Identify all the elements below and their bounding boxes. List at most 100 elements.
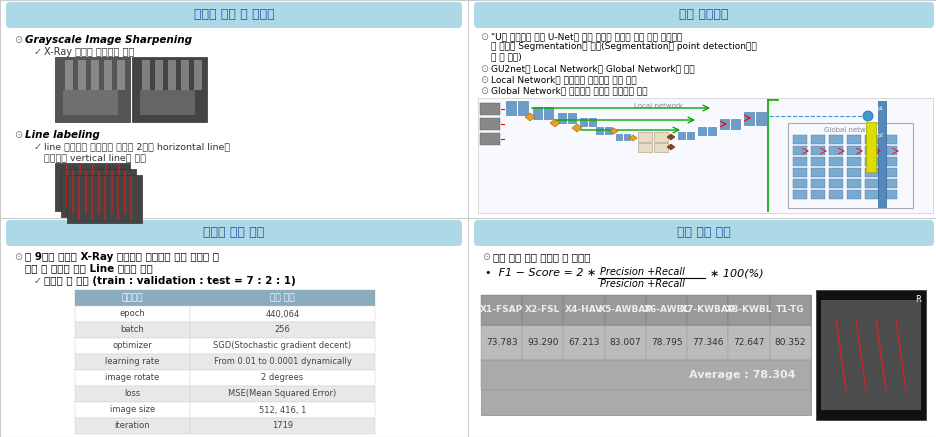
Bar [645,325,686,360]
Bar [505,101,516,115]
Bar [75,418,190,434]
Text: "U자 모양으로 생긴 U-Net은 의료 이미지 특성상 적은 수의 데이터로: "U자 모양으로 생긴 U-Net은 의료 이미지 특성상 적은 수의 데이터로 [490,32,681,41]
Bar [168,60,176,90]
Bar [154,60,163,90]
Bar [563,325,604,360]
Text: Local network: Local network [633,103,681,109]
Bar [63,90,118,115]
Bar [846,179,860,188]
Bar [132,57,207,122]
Bar [595,127,603,134]
Text: ⊙: ⊙ [479,86,488,96]
Bar [882,157,896,166]
Text: Global Network는 랜드마크 감지에 필수적인 역할: Global Network는 랜드마크 감지에 필수적인 역할 [490,86,647,95]
Text: GU2net은 Local Network와 Global Network로 분리: GU2net은 Local Network와 Global Network로 분… [490,64,694,73]
Bar [521,325,563,360]
Bar [828,135,842,144]
Text: ⊙: ⊙ [479,32,488,42]
Bar [864,135,878,144]
Text: 학습 결과 분석 이미지 및 성능표: 학습 결과 분석 이미지 및 성능표 [492,252,590,262]
Text: ⊙: ⊙ [481,252,490,262]
Text: ✓: ✓ [34,276,42,286]
FancyBboxPatch shape [6,2,461,28]
Bar [792,146,806,155]
Bar [828,179,842,188]
Text: 72.647: 72.647 [733,338,764,347]
Text: 512, 416, 1: 512, 416, 1 [258,406,306,415]
Text: 2 degrees: 2 degrees [261,374,303,382]
Text: 기반으로 vertical line을 표시: 기반으로 vertical line을 표시 [44,153,146,162]
Polygon shape [628,135,636,141]
Bar [479,133,500,145]
Text: iteration: iteration [114,422,150,430]
Text: 파라미터: 파라미터 [122,294,143,302]
Text: 학습 알고리즘: 학습 알고리즘 [679,8,728,21]
Text: 1719: 1719 [271,422,293,430]
Text: 256: 256 [274,326,290,334]
Text: Grayscale Image Sharpening: Grayscale Image Sharpening [25,35,192,45]
Polygon shape [549,119,560,127]
Bar [743,112,753,125]
Text: MSE(Mean Squared Error): MSE(Mean Squared Error) [228,389,336,399]
Text: 데이터 준비 및 전처리: 데이터 준비 및 전처리 [194,8,274,21]
Bar [190,386,374,402]
Bar [697,127,705,135]
Text: T1-TG: T1-TG [775,305,804,315]
Text: X2-FSL: X2-FSL [524,305,560,315]
Bar [727,325,769,360]
Bar [877,101,885,207]
Text: 67.213: 67.213 [568,338,599,347]
Text: X-Ray 영상의 선명도를 높임: X-Ray 영상의 선명도를 높임 [44,47,134,57]
Bar [65,60,73,90]
Bar [882,146,896,155]
Bar [792,168,806,177]
Bar [190,418,374,434]
Bar [719,119,728,129]
Bar [518,101,528,115]
Text: X4-HAV: X4-HAV [564,305,603,315]
Polygon shape [666,134,674,140]
Bar [480,360,811,390]
FancyBboxPatch shape [6,220,461,246]
Bar [190,290,374,306]
Text: 학습 결과 확인: 학습 결과 확인 [677,226,730,239]
Bar [727,295,769,325]
Bar [815,290,925,420]
FancyBboxPatch shape [474,220,933,246]
Text: ∗ 100(%): ∗ 100(%) [709,268,763,278]
Bar [755,112,766,125]
Bar [533,107,541,119]
Bar [686,295,727,325]
Bar [828,168,842,177]
Text: 볼 수 있음): 볼 수 있음) [490,52,521,61]
Bar [882,168,896,177]
Polygon shape [571,124,581,132]
Text: 데이터 학습 진행: 데이터 학습 진행 [203,226,264,239]
Bar [769,325,811,360]
Bar [75,338,190,354]
Text: 93.290: 93.290 [527,338,558,347]
Text: line 데이터의 레이블링 작업은 2개의 horizontal line을: line 데이터의 레이블링 작업은 2개의 horizontal line을 [44,142,230,151]
Text: loss: loss [124,389,140,399]
Bar [792,179,806,188]
Bar [637,132,651,142]
Bar [846,146,860,155]
Text: X6-AWBL: X6-AWBL [643,305,689,315]
Bar [792,157,806,166]
Bar [811,168,824,177]
Polygon shape [524,113,534,121]
Bar [190,402,374,418]
Bar [820,300,920,410]
Text: image size: image size [110,406,155,415]
Bar [645,295,686,325]
Bar [792,135,806,144]
Text: ⊙: ⊙ [14,35,22,45]
Bar [55,163,130,211]
Bar [75,370,190,386]
Bar [55,57,130,122]
Text: Average : 78.304: Average : 78.304 [689,370,796,380]
Text: batch: batch [121,326,144,334]
Bar [811,190,824,199]
Text: 요한 각 유형별 뼈의 Line 객체들 학습: 요한 각 유형별 뼈의 Line 객체들 학습 [25,263,153,273]
Bar [678,132,684,139]
